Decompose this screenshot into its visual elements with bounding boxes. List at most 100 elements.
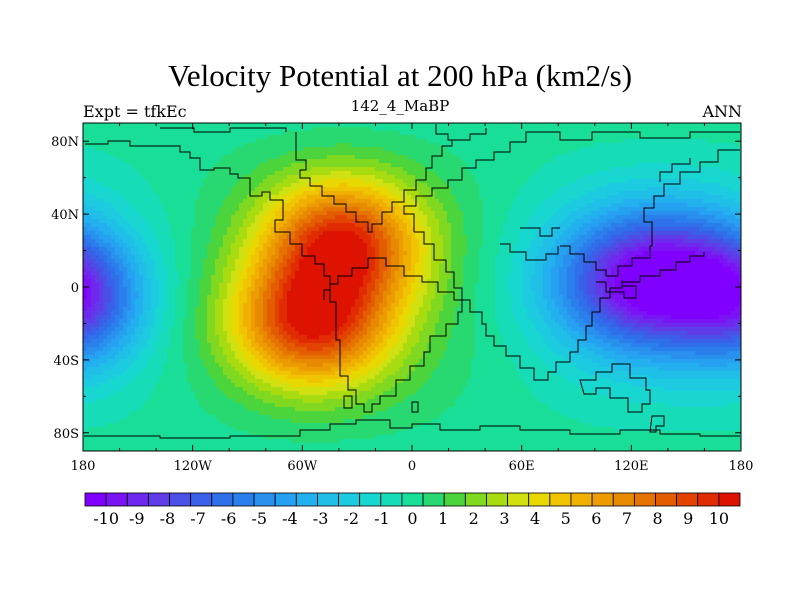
field-cell	[259, 431, 264, 436]
field-cell	[207, 403, 212, 408]
field-cell	[243, 183, 248, 188]
field-cell	[191, 331, 196, 336]
field-cell	[191, 251, 196, 256]
field-cell	[155, 155, 160, 160]
field-cell	[231, 195, 236, 200]
field-cell	[207, 335, 212, 340]
field-cell	[167, 283, 172, 288]
field-cell	[159, 215, 164, 220]
field-cell	[199, 187, 204, 192]
field-cell	[203, 235, 208, 240]
field-cell	[315, 327, 320, 332]
field-cell	[119, 223, 124, 228]
field-cell	[283, 431, 288, 436]
field-cell	[267, 231, 272, 236]
field-cell	[175, 395, 180, 400]
field-cell	[167, 415, 172, 420]
field-cell	[111, 215, 116, 220]
field-cell	[295, 299, 300, 304]
field-cell	[163, 375, 168, 380]
field-cell	[107, 367, 112, 372]
field-cell	[211, 415, 216, 420]
field-cell	[103, 391, 108, 396]
field-cell	[299, 187, 304, 192]
field-cell	[243, 171, 248, 176]
field-cell	[175, 439, 180, 444]
field-cell	[223, 307, 228, 312]
field-cell	[115, 279, 120, 284]
field-cell	[171, 263, 176, 268]
field-cell	[251, 335, 256, 340]
field-cell	[83, 183, 88, 188]
field-cell	[223, 295, 228, 300]
field-cell	[143, 251, 148, 256]
field-cell	[195, 215, 200, 220]
field-cell	[215, 351, 220, 356]
field-cell	[127, 339, 132, 344]
field-cell	[135, 395, 140, 400]
field-cell	[167, 223, 172, 228]
field-cell	[219, 399, 224, 404]
field-cell	[295, 219, 300, 224]
field-cell	[263, 171, 268, 176]
field-cell	[303, 383, 308, 388]
field-cell	[211, 187, 216, 192]
field-cell	[223, 187, 228, 192]
field-cell	[291, 179, 296, 184]
field-cell	[171, 427, 176, 432]
field-cell	[207, 247, 212, 252]
field-cell	[95, 343, 100, 348]
field-cell	[207, 343, 212, 348]
field-cell	[147, 183, 152, 188]
field-cell	[255, 191, 260, 196]
field-cell	[119, 431, 124, 436]
field-cell	[167, 155, 172, 160]
field-cell	[147, 407, 152, 412]
field-cell	[123, 203, 128, 208]
field-cell	[227, 363, 232, 368]
field-cell	[87, 255, 92, 260]
field-cell	[195, 399, 200, 404]
field-cell	[107, 303, 112, 308]
field-cell	[267, 415, 272, 420]
field-cell	[303, 151, 308, 156]
field-cell	[199, 123, 204, 128]
field-cell	[91, 235, 96, 240]
field-cell	[111, 415, 116, 420]
field-cell	[319, 267, 324, 272]
field-cell	[255, 423, 260, 428]
field-cell	[127, 147, 132, 152]
field-cell	[323, 187, 328, 192]
field-cell	[83, 295, 88, 300]
field-cell	[91, 295, 96, 300]
field-cell	[135, 411, 140, 416]
field-cell	[223, 315, 228, 320]
field-cell	[199, 227, 204, 232]
field-cell	[307, 339, 312, 344]
field-cell	[179, 323, 184, 328]
field-cell	[179, 163, 184, 168]
field-cell	[171, 371, 176, 376]
field-cell	[95, 203, 100, 208]
field-cell	[263, 251, 268, 256]
field-cell	[91, 343, 96, 348]
field-cell	[199, 219, 204, 224]
field-cell	[111, 355, 116, 360]
field-cell	[203, 203, 208, 208]
field-cell	[171, 255, 176, 260]
field-cell	[295, 403, 300, 408]
field-cell	[315, 415, 320, 420]
field-cell	[203, 295, 208, 300]
field-cell	[179, 439, 184, 444]
field-cell	[183, 131, 188, 136]
field-cell	[295, 223, 300, 228]
field-cell	[279, 139, 284, 144]
field-cell	[299, 379, 304, 384]
field-cell	[155, 223, 160, 228]
field-cell	[247, 223, 252, 228]
field-cell	[159, 439, 164, 444]
field-cell	[247, 359, 252, 364]
field-cell	[207, 411, 212, 416]
field-cell	[207, 407, 212, 412]
field-cell	[239, 383, 244, 388]
